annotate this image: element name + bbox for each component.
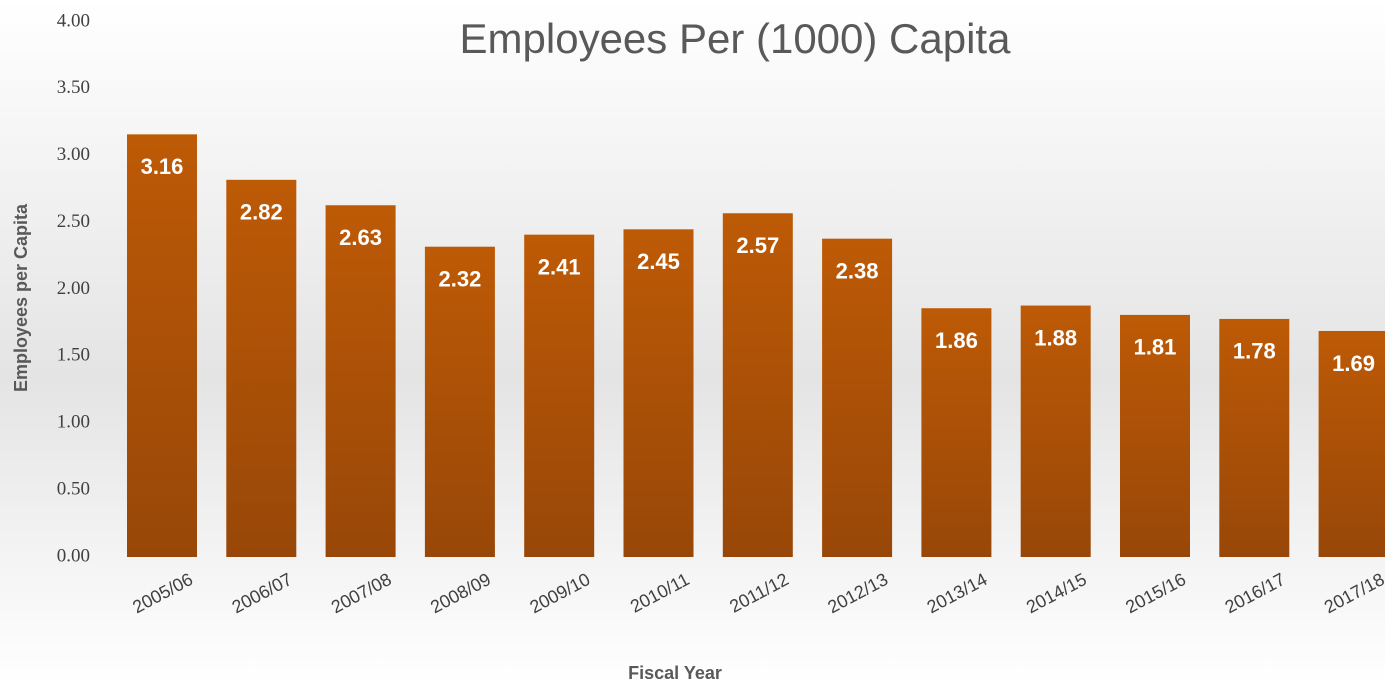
bar: [1020, 305, 1091, 557]
bar: [921, 308, 992, 557]
y-tick-label: 3.50: [57, 77, 90, 98]
bar: [127, 134, 197, 557]
y-tick-label: 1.50: [57, 345, 90, 366]
bar: [1120, 314, 1190, 557]
value-label: 2.57: [736, 233, 779, 258]
bar: [325, 205, 396, 558]
y-tick-label: 0.50: [57, 478, 90, 499]
y-tick-label: 0.00: [57, 545, 90, 566]
value-label: 1.88: [1034, 325, 1077, 350]
value-label: 1.78: [1233, 339, 1276, 364]
value-label: 1.81: [1134, 335, 1177, 360]
bar: [822, 238, 893, 558]
bar: [722, 213, 793, 557]
y-tick-label: 1.00: [57, 412, 90, 433]
value-label: 2.82: [240, 200, 283, 225]
y-tick-label: 2.00: [57, 278, 90, 299]
bar: [1318, 330, 1385, 557]
value-label: 1.69: [1332, 351, 1375, 376]
bar: [623, 229, 694, 557]
value-label: 2.63: [339, 225, 382, 250]
value-label: 2.45: [637, 249, 680, 274]
bar: [226, 179, 297, 557]
y-tick-label: 2.50: [57, 211, 90, 232]
value-label: 2.38: [836, 258, 879, 283]
bar: [1219, 318, 1290, 557]
y-axis-title: Employees per Capita: [11, 203, 31, 392]
value-label: 1.86: [935, 328, 978, 353]
bar: [524, 234, 595, 557]
y-tick-label: 3.00: [57, 144, 90, 165]
value-label: 3.16: [141, 154, 184, 179]
x-axis-title: Fiscal Year: [628, 663, 722, 683]
value-label: 2.32: [438, 267, 481, 292]
y-tick-label: 4.00: [57, 10, 90, 31]
chart-title: Employees Per (1000) Capita: [460, 15, 1012, 62]
value-label: 2.41: [538, 254, 581, 279]
bar: [424, 246, 495, 557]
